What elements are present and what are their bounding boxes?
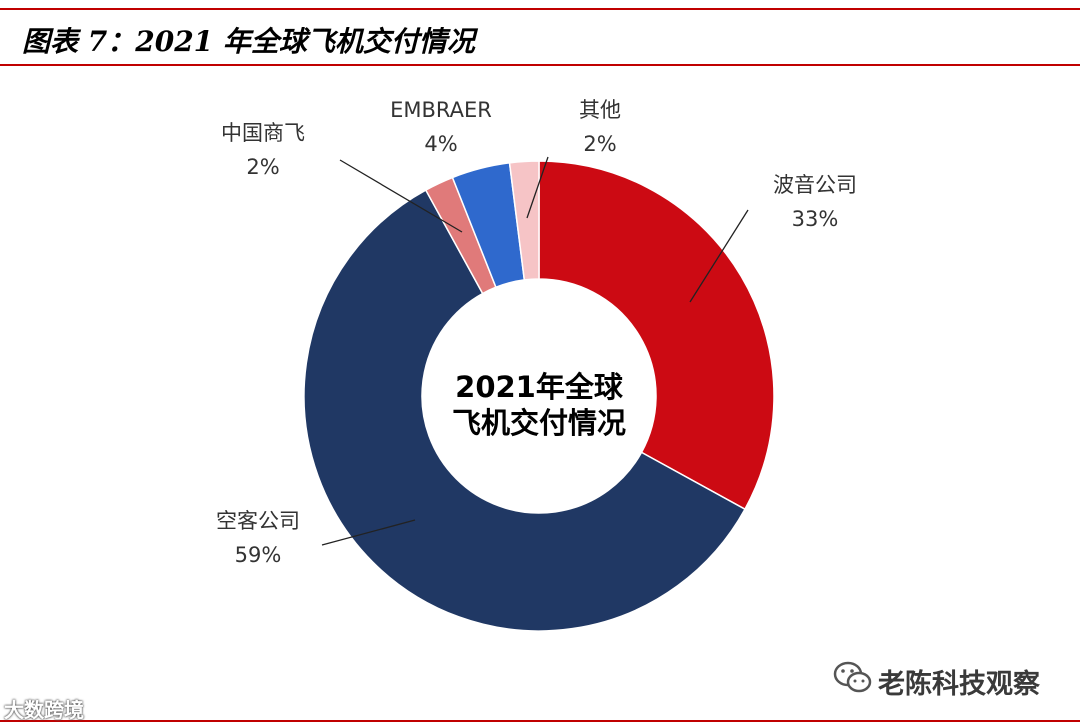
slice-name-其他: 其他 bbox=[579, 98, 621, 122]
slice-name-中国商飞: 中国商飞 bbox=[221, 121, 305, 145]
slice-value-波音公司: 33% bbox=[792, 207, 839, 231]
slice-value-embraer: 4% bbox=[424, 132, 457, 156]
leader-lines-group bbox=[321, 156, 749, 546]
leader-line-波音公司 bbox=[689, 209, 749, 303]
watermark-left: 大数跨境 bbox=[4, 698, 84, 722]
slice-波音公司 bbox=[538, 160, 775, 511]
center-label-line1: 2021年全球 bbox=[455, 370, 624, 404]
slice-labels-group: 波音公司 33% 空客公司 59% 中国商飞 2% EMBRAER 4% 其他 2% bbox=[216, 98, 857, 567]
bottom-rule bbox=[0, 720, 1080, 722]
slice-value-其他: 2% bbox=[583, 132, 616, 156]
figure-title: 图表 7：2021 年全球飞机交付情况 bbox=[22, 25, 475, 58]
slice-value-空客公司: 59% bbox=[235, 543, 282, 567]
leader-line-其他 bbox=[526, 156, 549, 219]
leader-line-空客公司 bbox=[321, 519, 416, 546]
slice-value-中国商飞: 2% bbox=[246, 155, 279, 179]
slice-name-空客公司: 空客公司 bbox=[216, 509, 300, 533]
slice-其他 bbox=[508, 160, 540, 281]
slice-name-波音公司: 波音公司 bbox=[773, 173, 857, 197]
leader-line-中国商飞 bbox=[339, 159, 463, 233]
slice-name-embraer: EMBRAER bbox=[390, 98, 492, 122]
top-rule bbox=[0, 8, 1080, 10]
title-underline bbox=[0, 64, 1080, 66]
center-label-line2: 飞机交付情况 bbox=[452, 406, 626, 440]
wechat-icon bbox=[833, 661, 872, 693]
watermark-right: 老陈科技观察 bbox=[878, 669, 1040, 700]
